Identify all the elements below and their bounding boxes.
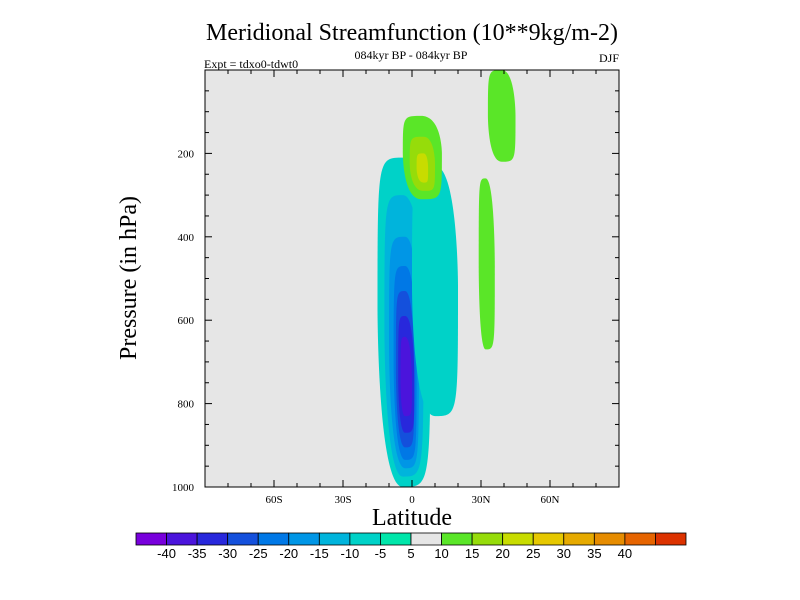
contour-cell-12 — [478, 178, 495, 350]
y-tick-label: 1000 — [172, 482, 195, 494]
colorbar-label: 40 — [618, 546, 632, 561]
colorbar-label: -30 — [218, 546, 237, 561]
y-tick-label: 800 — [178, 399, 195, 411]
x-tick-label: 60S — [265, 494, 282, 506]
colorbar-swatch-15 — [593, 532, 626, 546]
colorbar-swatch-9 — [410, 532, 442, 546]
colorbar: -40 -35 -30 -25 -20 -15 -10 -5 5 10 15 20 25 30 35 40 — [135, 532, 687, 561]
contour-cell-11 — [487, 70, 516, 162]
colorbar-swatch-6 — [318, 532, 351, 546]
colorbar-label: 30 — [557, 546, 571, 561]
y-axis-ticks: 200 400 600 800 1000 — [172, 69, 619, 494]
contour-fills — [377, 70, 516, 487]
left-string: Expt = tdxo0-tdwt0 — [204, 57, 298, 71]
colorbar-label: 10 — [434, 546, 448, 561]
colorbar-swatch-2 — [196, 532, 229, 546]
colorbar-swatch-13 — [532, 532, 565, 546]
colorbar-swatch-0 — [135, 532, 167, 546]
contour-cell-10 — [416, 153, 429, 183]
colorbar-swatch-14 — [563, 532, 595, 546]
colorbar-label: 15 — [465, 546, 479, 561]
right-string: DJF — [599, 51, 619, 65]
chart-title: Meridional Streamfunction (10**9kg/m-2) — [206, 20, 618, 46]
y-tick-label: 400 — [178, 232, 195, 244]
colorbar-swatch-12 — [502, 532, 534, 546]
colorbar-swatch-8 — [380, 532, 412, 546]
colorbar-swatch-11 — [471, 532, 504, 546]
colorbar-swatch-7 — [349, 532, 381, 546]
colorbar-swatch-1 — [166, 532, 198, 546]
y-tick-label: 600 — [178, 315, 195, 327]
colorbar-label: -5 — [375, 546, 387, 561]
colorbar-swatch-17 — [655, 532, 687, 546]
y-axis-label: Pressure (in hPa) — [116, 196, 142, 360]
colorbar-label: 5 — [407, 546, 414, 561]
x-tick-label: 30S — [334, 494, 351, 506]
colorbar-swatch-10 — [441, 532, 473, 546]
contour-cell-7 — [412, 165, 458, 417]
colorbar-label: -40 — [157, 546, 176, 561]
y-tick-label: 200 — [178, 148, 195, 160]
colorbar-label: -10 — [340, 546, 359, 561]
x-tick-label: 0 — [409, 494, 415, 506]
colorbar-label: 25 — [526, 546, 540, 561]
colorbar-swatch-3 — [227, 532, 259, 546]
colorbar-label: -15 — [310, 546, 329, 561]
colorbar-swatch-5 — [288, 532, 320, 546]
colorbar-label: -35 — [188, 546, 207, 561]
chart-subtitle: 084kyr BP - 084kyr BP — [355, 48, 468, 62]
colorbar-label: -25 — [249, 546, 268, 561]
x-axis-label: Latitude — [372, 505, 452, 531]
colorbar-label: 35 — [587, 546, 601, 561]
colorbar-swatch-4 — [257, 532, 290, 546]
x-axis-ticks: 60S 30S 0 30N 60N — [204, 70, 620, 506]
x-tick-label: 60N — [541, 494, 560, 506]
colorbar-label: 20 — [495, 546, 509, 561]
colorbar-label: -20 — [279, 546, 298, 561]
colorbar-swatch-16 — [624, 532, 656, 546]
x-tick-label: 30N — [472, 494, 491, 506]
contour-cell-6 — [400, 336, 412, 417]
